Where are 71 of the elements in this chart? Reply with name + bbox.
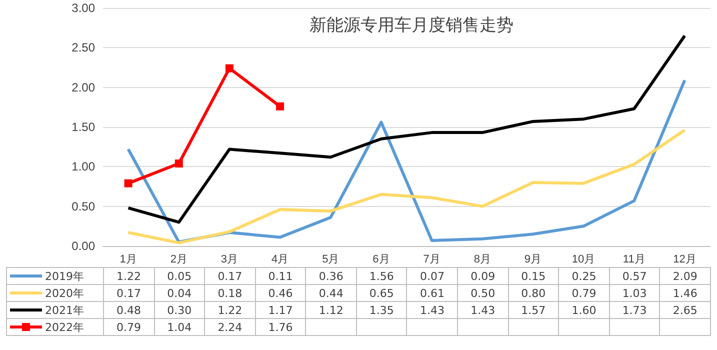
x-tick-label: 9月: [524, 254, 542, 266]
x-tick-label: 8月: [474, 254, 491, 266]
y-tick-label: 2.00: [72, 80, 96, 94]
text: 新能源专用车月度销售走势: [310, 16, 514, 36]
legend-label: 2020年: [45, 286, 84, 300]
data-label: 0.46: [255, 284, 306, 302]
data-label: 1.04: [154, 318, 205, 336]
data-label: 2.09: [660, 268, 710, 284]
data-label: 0.36: [306, 268, 356, 284]
data-label: 1.76: [255, 318, 306, 336]
legend-label: 2022年: [45, 320, 84, 334]
data-label: 0.05: [154, 268, 205, 284]
data-label: 0.80: [508, 284, 559, 302]
y-tick-label: 1.50: [72, 120, 96, 134]
data-label: 0.50: [458, 284, 508, 302]
x-tick-label: 1月: [120, 254, 137, 266]
data-label: 1.22: [104, 268, 154, 284]
data-label: 0.65: [356, 284, 407, 302]
data-label: 0.18: [204, 284, 256, 302]
x-tick-label: 12月: [673, 254, 696, 266]
y-tick-label: 1.00: [72, 160, 96, 174]
x-tick-label: 10月: [572, 254, 596, 266]
x-tick-label: 3月: [220, 254, 238, 266]
x-tick-label: 2月: [170, 254, 188, 266]
data-label: 0.44: [306, 284, 356, 302]
data-label: 0.17: [104, 284, 154, 302]
x-tick-label: 7月: [423, 254, 440, 266]
x-tick-label: 11月: [622, 254, 646, 266]
data-label: 0.07: [406, 268, 458, 284]
data-label: 0.04: [154, 284, 205, 302]
data-label: 1.46: [660, 284, 710, 302]
y-tick-label: 3.00: [72, 1, 96, 15]
y-tick-label: 2.50: [72, 40, 96, 55]
data-label: 1.60: [558, 302, 610, 318]
point: [124, 179, 132, 188]
point: [225, 64, 234, 72]
data-label: 0.57: [609, 268, 660, 284]
data-label: 1.35: [356, 302, 407, 318]
line-series: [126, 78, 686, 244]
data-label: 2.65: [660, 302, 710, 318]
data-label: 1.57: [508, 302, 559, 318]
x-tick-label: 6月: [372, 254, 390, 266]
point: [276, 102, 284, 110]
data-label: 2.24: [204, 318, 256, 336]
data-label: 1.03: [609, 284, 660, 302]
data-label: 0.79: [558, 284, 610, 302]
data-label: 0.30: [154, 302, 205, 318]
data-label: 0.61: [406, 284, 458, 302]
data-label: 0.79: [104, 318, 154, 336]
data-label: 1.73: [609, 302, 660, 318]
line-series: [126, 34, 686, 224]
data-label: 0.11: [255, 268, 306, 284]
data-label: 0.25: [558, 268, 610, 284]
data-label: 1.43: [406, 302, 458, 318]
data-label: 1.43: [458, 302, 508, 318]
data-label: 0.09: [458, 268, 508, 284]
data-label: 1.22: [204, 302, 256, 318]
data-label: 1.17: [255, 302, 306, 318]
data-label: 1.56: [356, 268, 407, 284]
data-label: 1.12: [306, 302, 356, 318]
legend-label: 2019年: [45, 270, 84, 282]
point: [174, 159, 183, 168]
legend-label: 2021年: [45, 304, 84, 316]
x-tick-label: 5月: [322, 254, 340, 266]
y-tick-label: 0.50: [72, 199, 96, 214]
data-label: 0.48: [104, 302, 154, 318]
data-label: 0.17: [204, 268, 256, 284]
x-tick-label: 4月: [271, 254, 289, 266]
line-series: [126, 128, 686, 244]
data-label: 0.15: [508, 268, 559, 284]
y-tick-label: 0.00: [72, 239, 96, 253]
